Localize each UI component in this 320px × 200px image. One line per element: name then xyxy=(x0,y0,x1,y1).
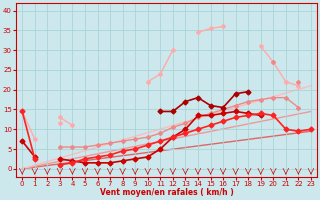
X-axis label: Vent moyen/en rafales ( km/h ): Vent moyen/en rafales ( km/h ) xyxy=(100,188,234,197)
